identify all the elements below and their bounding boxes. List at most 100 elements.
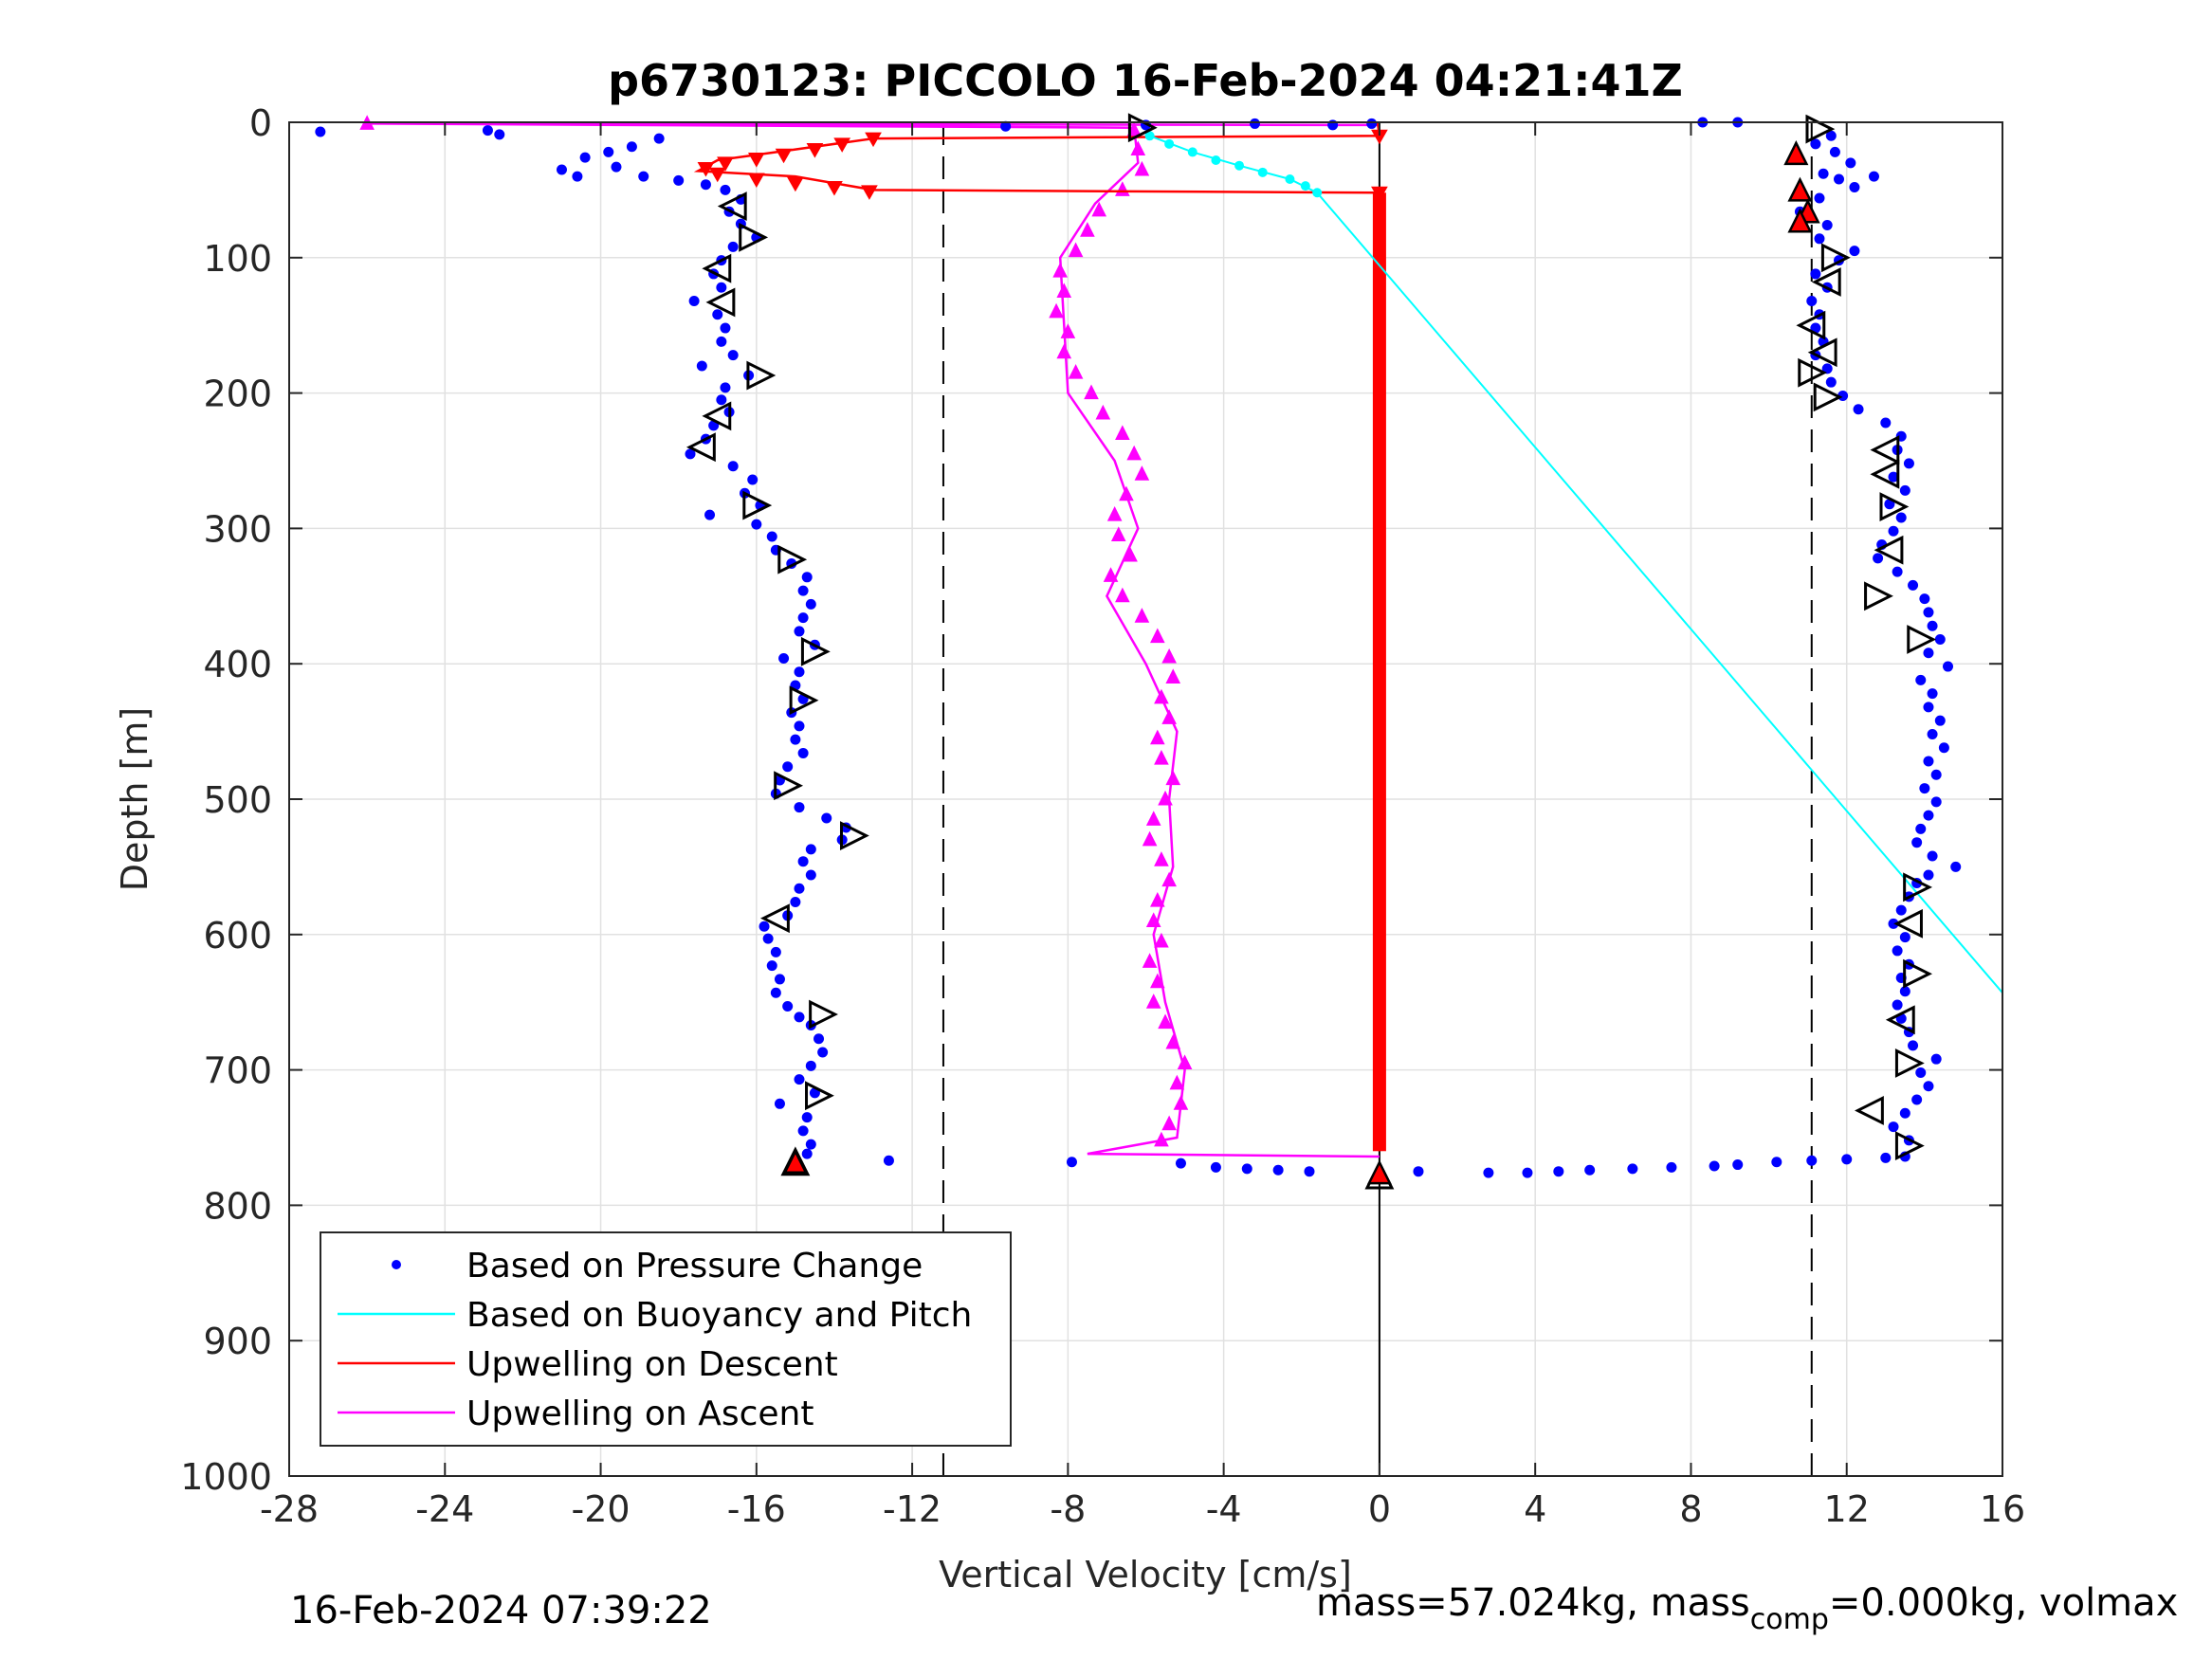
series-layer bbox=[315, 115, 2003, 1178]
pressure-point bbox=[1938, 742, 1949, 754]
x-tick-label: -24 bbox=[415, 1488, 474, 1530]
direction-triangle bbox=[800, 636, 831, 666]
pressure-point bbox=[1923, 756, 1934, 767]
pressure-point bbox=[1249, 118, 1260, 129]
direction-triangle bbox=[1870, 459, 1900, 489]
legend-label: Based on Buoyancy and Pitch bbox=[466, 1296, 972, 1335]
pressure-point bbox=[801, 1112, 813, 1123]
pressure-point bbox=[759, 921, 770, 932]
red-triangle-marker bbox=[1366, 1159, 1392, 1185]
pressure-point bbox=[1923, 647, 1934, 659]
pressure-point bbox=[1923, 1081, 1934, 1092]
pressure-point bbox=[794, 802, 805, 813]
pressure-point bbox=[1366, 118, 1378, 129]
ascent-point bbox=[1154, 750, 1169, 765]
pressure-point bbox=[1950, 861, 1962, 872]
pressure-point bbox=[1903, 458, 1914, 469]
pressure-point bbox=[1522, 1167, 1533, 1178]
ascent-point bbox=[1049, 302, 1064, 319]
pressure-point bbox=[794, 1074, 805, 1085]
pressure-point bbox=[801, 572, 813, 583]
pressure-point bbox=[1927, 728, 1938, 739]
pressure-point bbox=[774, 1098, 785, 1109]
pressure-point bbox=[1911, 1094, 1923, 1105]
legend: Based on Pressure Change Based on Buoyanc… bbox=[320, 1231, 1012, 1447]
pressure-point bbox=[762, 933, 774, 944]
pressure-point bbox=[579, 152, 591, 163]
pressure-point bbox=[688, 295, 700, 306]
pressure-point bbox=[774, 974, 785, 985]
pressure-point bbox=[1927, 688, 1938, 700]
ascent-point bbox=[1115, 587, 1130, 603]
ascent-point bbox=[1150, 891, 1165, 907]
pressure-point bbox=[716, 394, 727, 406]
y-tick-label: 400 bbox=[203, 644, 272, 685]
pressure-point bbox=[1483, 1167, 1494, 1178]
descent-point bbox=[865, 132, 882, 148]
ascent-point bbox=[1126, 445, 1142, 461]
pressure-point bbox=[704, 509, 716, 520]
pressure-point bbox=[794, 626, 805, 637]
pressure-point bbox=[1732, 1159, 1744, 1171]
pressure-point bbox=[1927, 850, 1938, 862]
ascent-point bbox=[1091, 201, 1107, 217]
x-tick-label: -4 bbox=[1206, 1488, 1242, 1530]
pressure-point bbox=[790, 897, 801, 908]
pressure-point bbox=[805, 844, 816, 855]
pressure-point bbox=[770, 987, 781, 998]
pressure-point bbox=[1892, 999, 1903, 1011]
pressure-point bbox=[1849, 246, 1860, 257]
pressure-point bbox=[720, 382, 731, 393]
pressure-point bbox=[794, 666, 805, 678]
y-tick-label: 600 bbox=[203, 915, 272, 957]
direction-triangle bbox=[742, 490, 773, 520]
pressure-point bbox=[1930, 1053, 1942, 1065]
pressure-point bbox=[1834, 173, 1845, 185]
y-tick-label: 0 bbox=[249, 102, 272, 144]
ascent-point bbox=[1115, 425, 1130, 440]
direction-triangle bbox=[1807, 337, 1837, 368]
ascent-point bbox=[1068, 242, 1084, 258]
pressure-point bbox=[1923, 702, 1934, 713]
pressure-point bbox=[1908, 579, 1919, 591]
pressure-point bbox=[1927, 620, 1938, 631]
direction-triangle bbox=[746, 360, 777, 391]
direction-triangle bbox=[1907, 625, 1937, 654]
pressure-point bbox=[797, 1125, 809, 1137]
pressure-point bbox=[1806, 1155, 1818, 1166]
ascent-point bbox=[1158, 1013, 1173, 1030]
pressure-point bbox=[782, 761, 794, 773]
direction-triangle bbox=[705, 287, 736, 318]
ascent-series-line bbox=[367, 122, 1380, 1158]
ascent-point bbox=[1110, 526, 1126, 542]
mass-text: mass=57.024kg, mass bbox=[1316, 1581, 1750, 1625]
direction-triangle bbox=[1811, 267, 1841, 297]
legend-label: Upwelling on Ascent bbox=[466, 1395, 814, 1433]
ascent-point bbox=[1056, 283, 1072, 298]
pressure-point bbox=[1000, 120, 1012, 132]
pressure-point bbox=[1175, 1158, 1186, 1169]
legend-swatch-dot bbox=[392, 1260, 401, 1269]
ascent-point bbox=[1165, 668, 1181, 684]
pressure-point bbox=[801, 1148, 813, 1159]
ascent-point bbox=[1161, 709, 1177, 724]
pressure-point bbox=[1923, 810, 1934, 821]
pressure-point bbox=[805, 869, 816, 881]
pressure-point bbox=[1930, 796, 1942, 808]
pressure-point bbox=[696, 360, 707, 372]
x-tick-label: 12 bbox=[1824, 1488, 1870, 1530]
direction-triangle bbox=[1855, 1096, 1884, 1125]
pressure-point bbox=[1853, 404, 1864, 415]
pressure-point bbox=[1888, 918, 1899, 929]
pressure-point bbox=[556, 164, 567, 175]
ascent-point bbox=[1134, 608, 1150, 623]
pressure-point bbox=[1829, 146, 1840, 157]
y-tick-label: 1000 bbox=[180, 1456, 272, 1498]
descent-zero-band bbox=[1372, 192, 1386, 1152]
pressure-point bbox=[1849, 182, 1860, 193]
direction-triangle bbox=[1903, 872, 1933, 902]
pressure-point bbox=[653, 133, 665, 144]
pressure-point bbox=[770, 946, 781, 957]
pressure-point bbox=[1888, 471, 1899, 483]
